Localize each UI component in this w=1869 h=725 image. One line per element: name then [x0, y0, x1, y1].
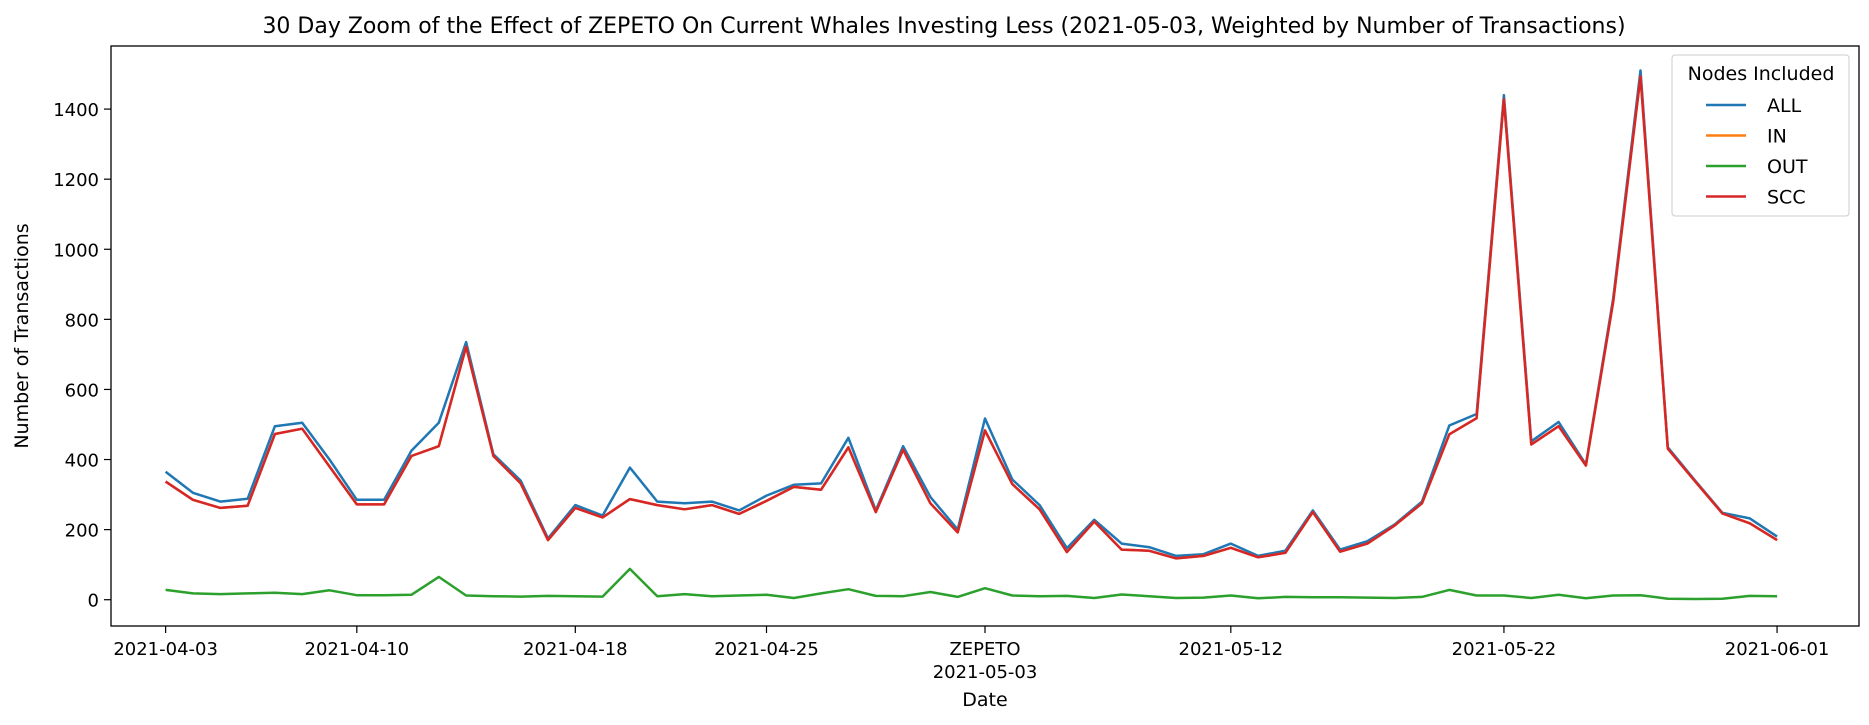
y-tick-label: 800: [65, 310, 99, 331]
y-axis-label: Number of Transactions: [11, 223, 33, 448]
y-tick-label: 600: [65, 380, 99, 401]
y-tick-label: 1400: [53, 100, 99, 121]
series-line-scc: [164, 75, 1778, 560]
x-axis-label: Date: [962, 689, 1007, 711]
y-tick-label: 1200: [53, 170, 99, 191]
x-axis: 2021-04-03 2021-04-10 2021-04-18 2021-04-25…: [113, 626, 1829, 683]
y-tick-label: 0: [88, 591, 99, 612]
legend-title: Nodes Included: [1688, 63, 1835, 85]
x-tick-label: ZEPETO: [949, 639, 1020, 660]
series-lines: [164, 69, 1778, 601]
y-tick-label: 200: [65, 521, 99, 542]
legend-label-all: ALL: [1767, 95, 1802, 117]
x-tick-label: 2021-04-03: [113, 639, 218, 660]
series-line-out: [165, 567, 1778, 601]
x-tick-label: 2021-04-10: [305, 639, 410, 660]
x-tick-label: 2021-04-25: [714, 639, 819, 660]
legend-label-in: IN: [1767, 126, 1787, 148]
legend: Nodes Included ALL IN OUT SCC: [1671, 54, 1850, 217]
plot-area-frame: [110, 45, 1860, 627]
y-tick-label: 1000: [53, 240, 99, 261]
x-tick-label: 2021-05-03: [933, 662, 1038, 683]
legend-box: [1671, 54, 1850, 217]
legend-label-out: OUT: [1767, 156, 1808, 178]
x-tick-label: 2021-06-01: [1725, 639, 1830, 660]
chart-title: 30 Day Zoom of the Effect of ZEPETO On C…: [262, 14, 1625, 39]
y-axis: 0 200 400 600 800 1000 1200 1400: [53, 100, 111, 612]
x-tick-label: 2021-04-18: [523, 639, 628, 660]
x-tick-label: 2021-05-12: [1179, 639, 1284, 660]
y-tick-label: 400: [65, 451, 99, 472]
x-tick-label: 2021-05-22: [1452, 639, 1557, 660]
legend-label-scc: SCC: [1767, 187, 1806, 209]
